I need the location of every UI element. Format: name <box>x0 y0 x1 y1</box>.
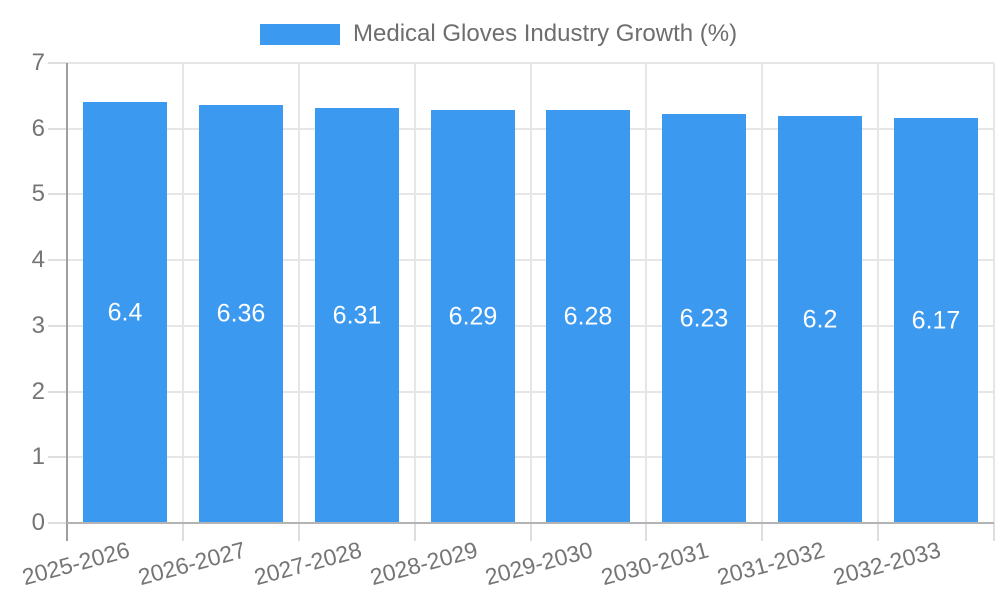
bar-value-label: 6.17 <box>911 306 961 335</box>
y-axis-tick <box>48 128 67 130</box>
bar <box>431 110 515 523</box>
x-axis-tick <box>877 523 879 541</box>
x-axis-tick <box>645 523 647 541</box>
x-gridline <box>645 63 647 523</box>
bar-value-label: 6.23 <box>679 304 729 333</box>
x-gridline <box>530 63 532 523</box>
x-gridline <box>993 63 995 523</box>
legend-item[interactable]: Medical Gloves Industry Growth (%) <box>260 22 737 46</box>
bar-value-label: 6.31 <box>332 301 382 330</box>
y-axis-tick <box>48 193 67 195</box>
y-axis-line <box>66 63 68 541</box>
y-axis-label: 3 <box>31 312 45 339</box>
y-axis-tick <box>48 522 67 524</box>
x-gridline <box>414 63 416 523</box>
y-axis-tick <box>48 325 67 327</box>
bar-value-label: 6.28 <box>563 302 613 331</box>
x-gridline <box>877 63 879 523</box>
y-axis-label: 2 <box>31 378 45 405</box>
x-axis-tick <box>298 523 300 541</box>
y-axis-tick <box>48 62 67 64</box>
x-axis-tick <box>530 523 532 541</box>
bar <box>199 105 283 523</box>
y-axis-tick <box>48 456 67 458</box>
bar-value-label: 6.4 <box>107 298 143 327</box>
bar <box>315 108 399 523</box>
bar <box>546 110 630 523</box>
x-gridline <box>298 63 300 523</box>
legend-label: Medical Gloves Industry Growth (%) <box>353 20 738 47</box>
bar <box>83 102 167 523</box>
y-axis-label: 1 <box>31 443 45 470</box>
x-axis-tick <box>182 523 184 541</box>
x-axis-tick <box>761 523 763 541</box>
x-gridline <box>761 63 763 523</box>
y-axis-label: 4 <box>31 246 45 273</box>
x-gridline <box>182 63 184 523</box>
bar <box>778 116 862 523</box>
x-axis-baseline <box>67 522 994 524</box>
y-axis-tick <box>48 259 67 261</box>
bar <box>662 114 746 523</box>
y-axis-label: 6 <box>31 115 45 142</box>
bar-value-label: 6.2 <box>802 305 838 334</box>
y-axis-tick <box>48 391 67 393</box>
y-axis-label: 7 <box>31 49 45 76</box>
bar-value-label: 6.36 <box>216 299 266 328</box>
bar <box>894 118 978 523</box>
x-axis-tick <box>414 523 416 541</box>
y-axis-label: 0 <box>31 509 45 536</box>
x-axis-tick <box>993 523 995 541</box>
legend-swatch <box>260 23 340 45</box>
y-axis-label: 5 <box>31 180 45 207</box>
bar-value-label: 6.29 <box>448 302 498 331</box>
